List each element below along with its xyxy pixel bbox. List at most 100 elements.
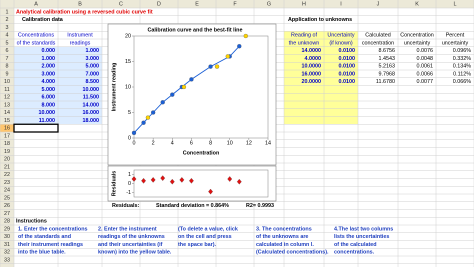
sheet-title: Analytical calibration using a reversed …: [16, 9, 153, 15]
table-cell: 11.000: [39, 118, 55, 124]
instruction-text: 3. The concentrations: [256, 226, 312, 232]
column-header: C: [119, 2, 123, 8]
data-point: [150, 177, 156, 183]
table-cell: 0.0100: [339, 64, 356, 70]
column-header: D: [157, 2, 161, 8]
y-axis-label: Residuals: [111, 171, 117, 196]
table-cell: 5.2163: [379, 64, 396, 70]
y-tick-label: 0: [128, 135, 131, 141]
data-point: [160, 100, 165, 105]
table-header: Calculated: [365, 33, 390, 39]
data-point: [160, 175, 166, 181]
stats-value: Standard deviation = 0.864%: [156, 203, 229, 209]
instruction-text: into the blue table.: [18, 250, 66, 256]
row-header: 17: [4, 133, 10, 139]
row-header: 18: [4, 141, 10, 147]
row-header: 6: [6, 48, 9, 54]
row-header: 31: [4, 242, 10, 248]
table-cell: 0.0077: [417, 79, 434, 85]
table-cell: 11.6780: [376, 79, 395, 85]
column-header: I: [340, 2, 342, 8]
table-cell: 0.000: [42, 48, 56, 54]
data-point: [208, 64, 213, 69]
instruction-text: of the unknowns are: [256, 234, 308, 240]
x-tick-label: 14: [265, 140, 271, 146]
data-point: [243, 33, 248, 39]
instruction-text: their instrument readings: [18, 242, 83, 248]
x-tick-label: 2: [152, 140, 155, 146]
data-point: [236, 178, 242, 185]
table-cell: 0.332%: [453, 56, 471, 62]
y-tick-label: 1: [128, 172, 131, 178]
row-header: 25: [4, 195, 10, 201]
data-point: [214, 64, 220, 69]
data-point: [181, 84, 187, 90]
table-cell: 20.0000: [302, 79, 322, 85]
row-header: 13: [4, 102, 10, 108]
instruction-text: of the standards and: [18, 234, 71, 240]
row-header: 24: [4, 188, 10, 194]
row-header: 14: [4, 110, 10, 116]
stats-label: Residuals:: [112, 203, 139, 209]
table-header: Concentrations: [18, 33, 55, 39]
table-cell: 14.0000: [302, 48, 322, 54]
table-cell: 7.000: [86, 71, 100, 77]
data-point: [237, 44, 242, 49]
data-point: [150, 110, 156, 115]
table-header: Percent: [446, 33, 465, 39]
table-cell: 8.6756: [379, 48, 396, 54]
column-header: F: [233, 2, 237, 8]
data-point: [169, 178, 175, 185]
x-tick-label: 8: [209, 140, 212, 146]
plot-area: [133, 169, 269, 198]
table-cell: 0.066%: [453, 79, 471, 85]
table-header: (if known): [329, 40, 353, 46]
row-header: 10: [4, 79, 10, 85]
data-point: [227, 176, 233, 182]
stats-value: R2= 0.9993: [246, 203, 274, 209]
table-header: uncertainty: [404, 40, 431, 46]
table-cell: 16.0000: [302, 71, 322, 77]
table-cell: 4.000: [42, 79, 56, 85]
x-tick-label: 4: [171, 140, 174, 146]
table-cell: 0.0100: [339, 71, 356, 77]
table-header: Reading of: [291, 33, 318, 39]
instruction-text: readings of the unknowns: [98, 234, 165, 240]
row-header: 20: [4, 157, 10, 163]
y-tick-label: 0: [128, 181, 131, 187]
instruction-text: concentrations.: [334, 250, 375, 256]
y-axis-label: Instrument reading: [111, 63, 117, 112]
table-cell: 0.096%: [453, 48, 471, 54]
section-title: Application to unknowns: [288, 17, 352, 23]
column-header: J: [377, 2, 380, 8]
active-cell[interactable]: [13, 123, 59, 133]
table-cell: 0.0066: [417, 71, 434, 77]
data-point: [189, 177, 194, 184]
instruction-text: 4.The last two columns: [334, 226, 393, 232]
x-tick-label: 10: [227, 140, 233, 146]
row-header: 8: [6, 64, 9, 70]
row-header: 27: [4, 211, 10, 217]
instruction-text: (Calculated concentrations).: [256, 250, 329, 256]
table-cell: 10.000: [83, 87, 100, 93]
row-header: 26: [4, 203, 10, 209]
table-header: Concentration: [400, 33, 434, 39]
instruction-text: on the cell and press: [178, 234, 232, 240]
row-header: 4: [6, 33, 9, 39]
table-cell: 9.7968: [379, 71, 396, 77]
column-header: L: [454, 2, 457, 8]
table-cell: 11.500: [83, 95, 99, 101]
table-header: uncertainty: [442, 40, 469, 46]
data-point: [141, 120, 146, 125]
row-header: 29: [4, 226, 10, 232]
table-cell: 1.4543: [379, 56, 396, 62]
table-header: the unknown: [289, 40, 320, 46]
table-cell: 0.0076: [417, 48, 434, 54]
table-cell: 0.0061: [417, 64, 434, 70]
data-point: [141, 177, 146, 184]
table-cell: 1.000: [86, 48, 100, 54]
column-header: H: [302, 2, 306, 8]
data-point: [131, 130, 137, 136]
row-header: 32: [4, 250, 10, 256]
